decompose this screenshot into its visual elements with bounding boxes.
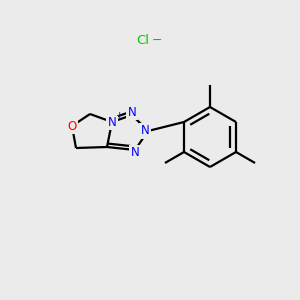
Text: N: N — [108, 116, 116, 128]
Text: N: N — [130, 146, 140, 160]
Text: N: N — [141, 124, 149, 137]
Text: −: − — [152, 34, 162, 46]
Text: N: N — [128, 106, 136, 118]
Text: +: + — [115, 110, 123, 119]
Text: Cl: Cl — [136, 34, 149, 46]
Text: O: O — [68, 119, 76, 133]
